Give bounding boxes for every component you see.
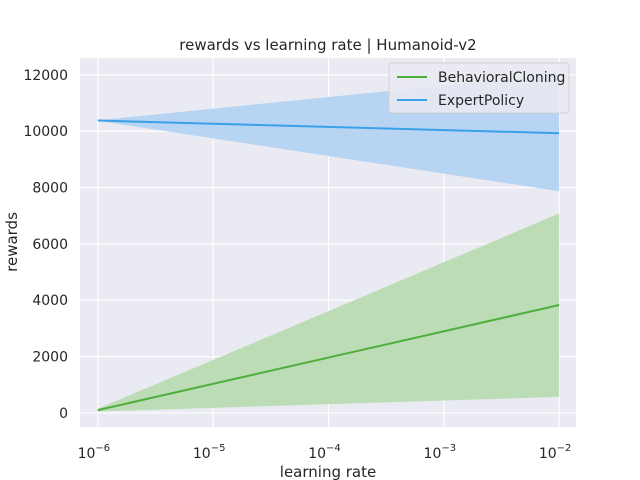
x-tick-label-0: 10−6 [78,443,111,462]
chart-title: rewards vs learning rate | Humanoid-v2 [179,36,476,54]
band-behavioral-cloning [97,213,560,412]
legend-box [388,62,570,114]
x-tick-label-2: 10−4 [308,443,341,462]
line-behavioral-cloning [97,304,560,412]
x-tick-label-1: 10−5 [193,443,226,462]
series-lines [97,119,560,412]
x-tick-label-3: 10−3 [424,443,457,462]
x-axis-label: learning rate [280,463,376,480]
y-axis-label: rewards [3,212,21,272]
legend-label-expert-policy: ExpertPolicy [438,93,524,109]
legend-label-behavioral-cloning: BehavioralCloning [438,70,565,86]
x-tick-labels: 10−6 10−5 10−4 10−3 10−2 [78,443,572,462]
line-expert-policy [97,119,560,135]
y-tick-label-6: 12000 [23,68,68,84]
y-tick-label-5: 10000 [23,124,68,140]
legend: BehavioralCloning ExpertPolicy [388,62,570,114]
y-tick-label-2: 4000 [32,293,68,309]
x-tick-label-4: 10−2 [539,443,572,462]
y-tick-label-3: 6000 [32,237,68,253]
y-tick-labels: 0 2000 4000 6000 8000 10000 12000 [23,68,68,422]
y-tick-label-1: 2000 [32,350,68,366]
y-tick-label-0: 0 [59,406,68,422]
y-tick-label-4: 8000 [32,181,68,197]
